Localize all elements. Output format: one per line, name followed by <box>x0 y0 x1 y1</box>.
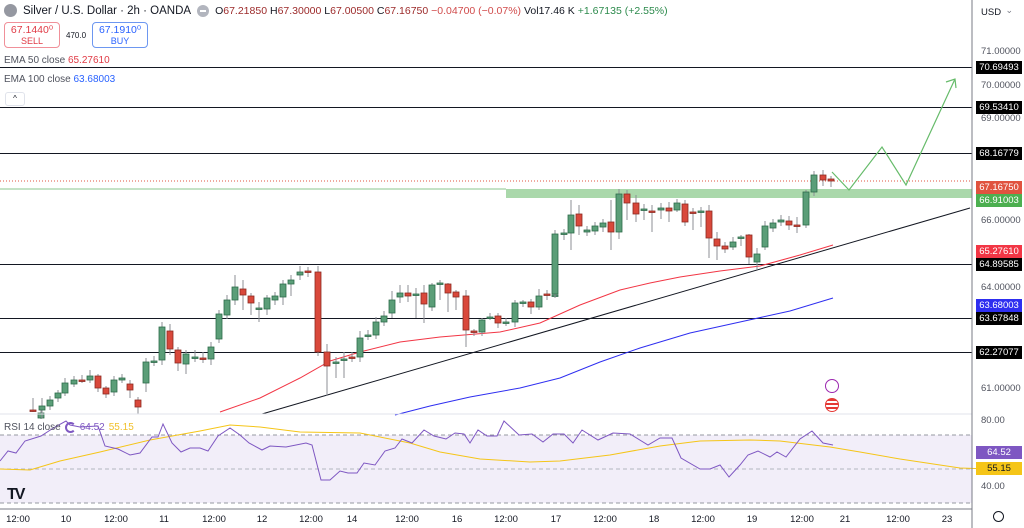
time-axis-tick: 12:00 <box>202 514 226 525</box>
ema50-legend[interactable]: EMA 50 close 65.27610 <box>4 55 113 66</box>
ema100-legend[interactable]: EMA 100 close 63.68003 <box>4 74 119 85</box>
support-zone[interactable] <box>506 189 972 198</box>
price-label-tag[interactable]: 62.27077 <box>976 346 1022 359</box>
trendline[interactable] <box>261 207 971 415</box>
currency-select[interactable]: USD <box>977 1 1017 22</box>
time-axis-tick: 14 <box>346 514 358 525</box>
price-label-tag[interactable]: 63.68003 <box>976 299 1022 312</box>
time-axis-tick: 19 <box>746 514 758 525</box>
candles <box>29 170 835 419</box>
time-axis-tick: 12:00 <box>593 514 617 525</box>
price-label-tag[interactable]: 68.16779 <box>976 147 1022 160</box>
symbol-icon <box>4 4 17 17</box>
time-axis-tick: 12:00 <box>691 514 715 525</box>
time-axis-tick: 12:00 <box>790 514 814 525</box>
projection-path[interactable] <box>831 78 957 191</box>
time-axis-tick: 18 <box>648 514 660 525</box>
price-label-tag[interactable]: 70.69493 <box>976 61 1022 74</box>
price-axis-tick: 71.00000 <box>981 46 1021 57</box>
time-axis-tick: 12:00 <box>104 514 128 525</box>
hide-legend-icon[interactable] <box>197 4 210 17</box>
symbol-title[interactable]: Silver / U.S. Dollar · 2h · OANDA <box>23 4 192 17</box>
time-axis-tick: 12 <box>256 514 268 525</box>
rsi-line <box>0 420 834 481</box>
price-label-tag[interactable]: 63.67848 <box>976 312 1022 325</box>
time-axis-tick: 21 <box>839 514 851 525</box>
price-label-tag[interactable]: 55.15 <box>976 462 1022 475</box>
rsi-legend[interactable]: RSI 14 close 64.52 55.15 <box>4 422 134 433</box>
price-axis-tick: 64.00000 <box>981 282 1021 293</box>
price-label-tag[interactable]: 67.16750 <box>976 181 1022 194</box>
chart-header: Silver / U.S. Dollar · 2h · OANDA O67.21… <box>4 4 668 17</box>
price-axis-tick: 66.00000 <box>981 215 1021 226</box>
ema50-line <box>219 244 834 413</box>
time-axis-tick: 10 <box>60 514 72 525</box>
time-axis-tick: 16 <box>451 514 463 525</box>
time-axis-tick: 12:00 <box>886 514 910 525</box>
ohlc-values: O67.21850 H67.30000 L67.00500 C67.16750 … <box>215 4 668 17</box>
price-label-tag[interactable]: 65.27610 <box>976 245 1022 258</box>
price-axis-tick: 70.00000 <box>981 80 1021 91</box>
horizontal-levels[interactable] <box>0 67 972 353</box>
time-axis-tick: 11 <box>159 514 169 525</box>
price-axis-tick: 69.00000 <box>981 113 1021 124</box>
time-axis-tick: 17 <box>550 514 562 525</box>
price-label-tag[interactable]: 66.91003 <box>976 194 1022 207</box>
tradingview-logo[interactable]: TV <box>7 486 26 503</box>
time-axis-tick: 12:00 <box>6 514 30 525</box>
collapse-legend-button[interactable]: ^ <box>5 92 25 106</box>
price-axis-tick: 40.00 <box>981 481 1005 492</box>
price-axis-tick: 80.00 <box>981 415 1005 426</box>
us-flag-event-icon[interactable] <box>825 398 839 412</box>
price-label-tag[interactable]: 69.53410 <box>976 101 1022 114</box>
time-axis-tick: 12:00 <box>299 514 323 525</box>
time-axis-tick: 12:00 <box>395 514 419 525</box>
trade-panel: 67.1440⁰ SELL 470.0 67.1910⁰ BUY <box>4 22 149 48</box>
price-label-tag[interactable]: 64.52 <box>976 446 1022 459</box>
event-flash-icon[interactable] <box>825 379 839 393</box>
settings-gear-icon[interactable] <box>993 511 1004 522</box>
price-label-tag[interactable]: 64.89585 <box>976 258 1022 271</box>
time-axis-tick: 23 <box>941 514 953 525</box>
spread-value: 470.0 <box>66 30 87 40</box>
ema100-line <box>394 297 834 416</box>
sell-button[interactable]: 67.1440⁰ SELL <box>4 22 60 48</box>
buy-button[interactable]: 67.1910⁰ BUY <box>92 22 149 48</box>
price-axis-tick: 61.00000 <box>981 383 1021 394</box>
time-axis-tick: 12:00 <box>494 514 518 525</box>
loading-icon <box>64 422 76 433</box>
